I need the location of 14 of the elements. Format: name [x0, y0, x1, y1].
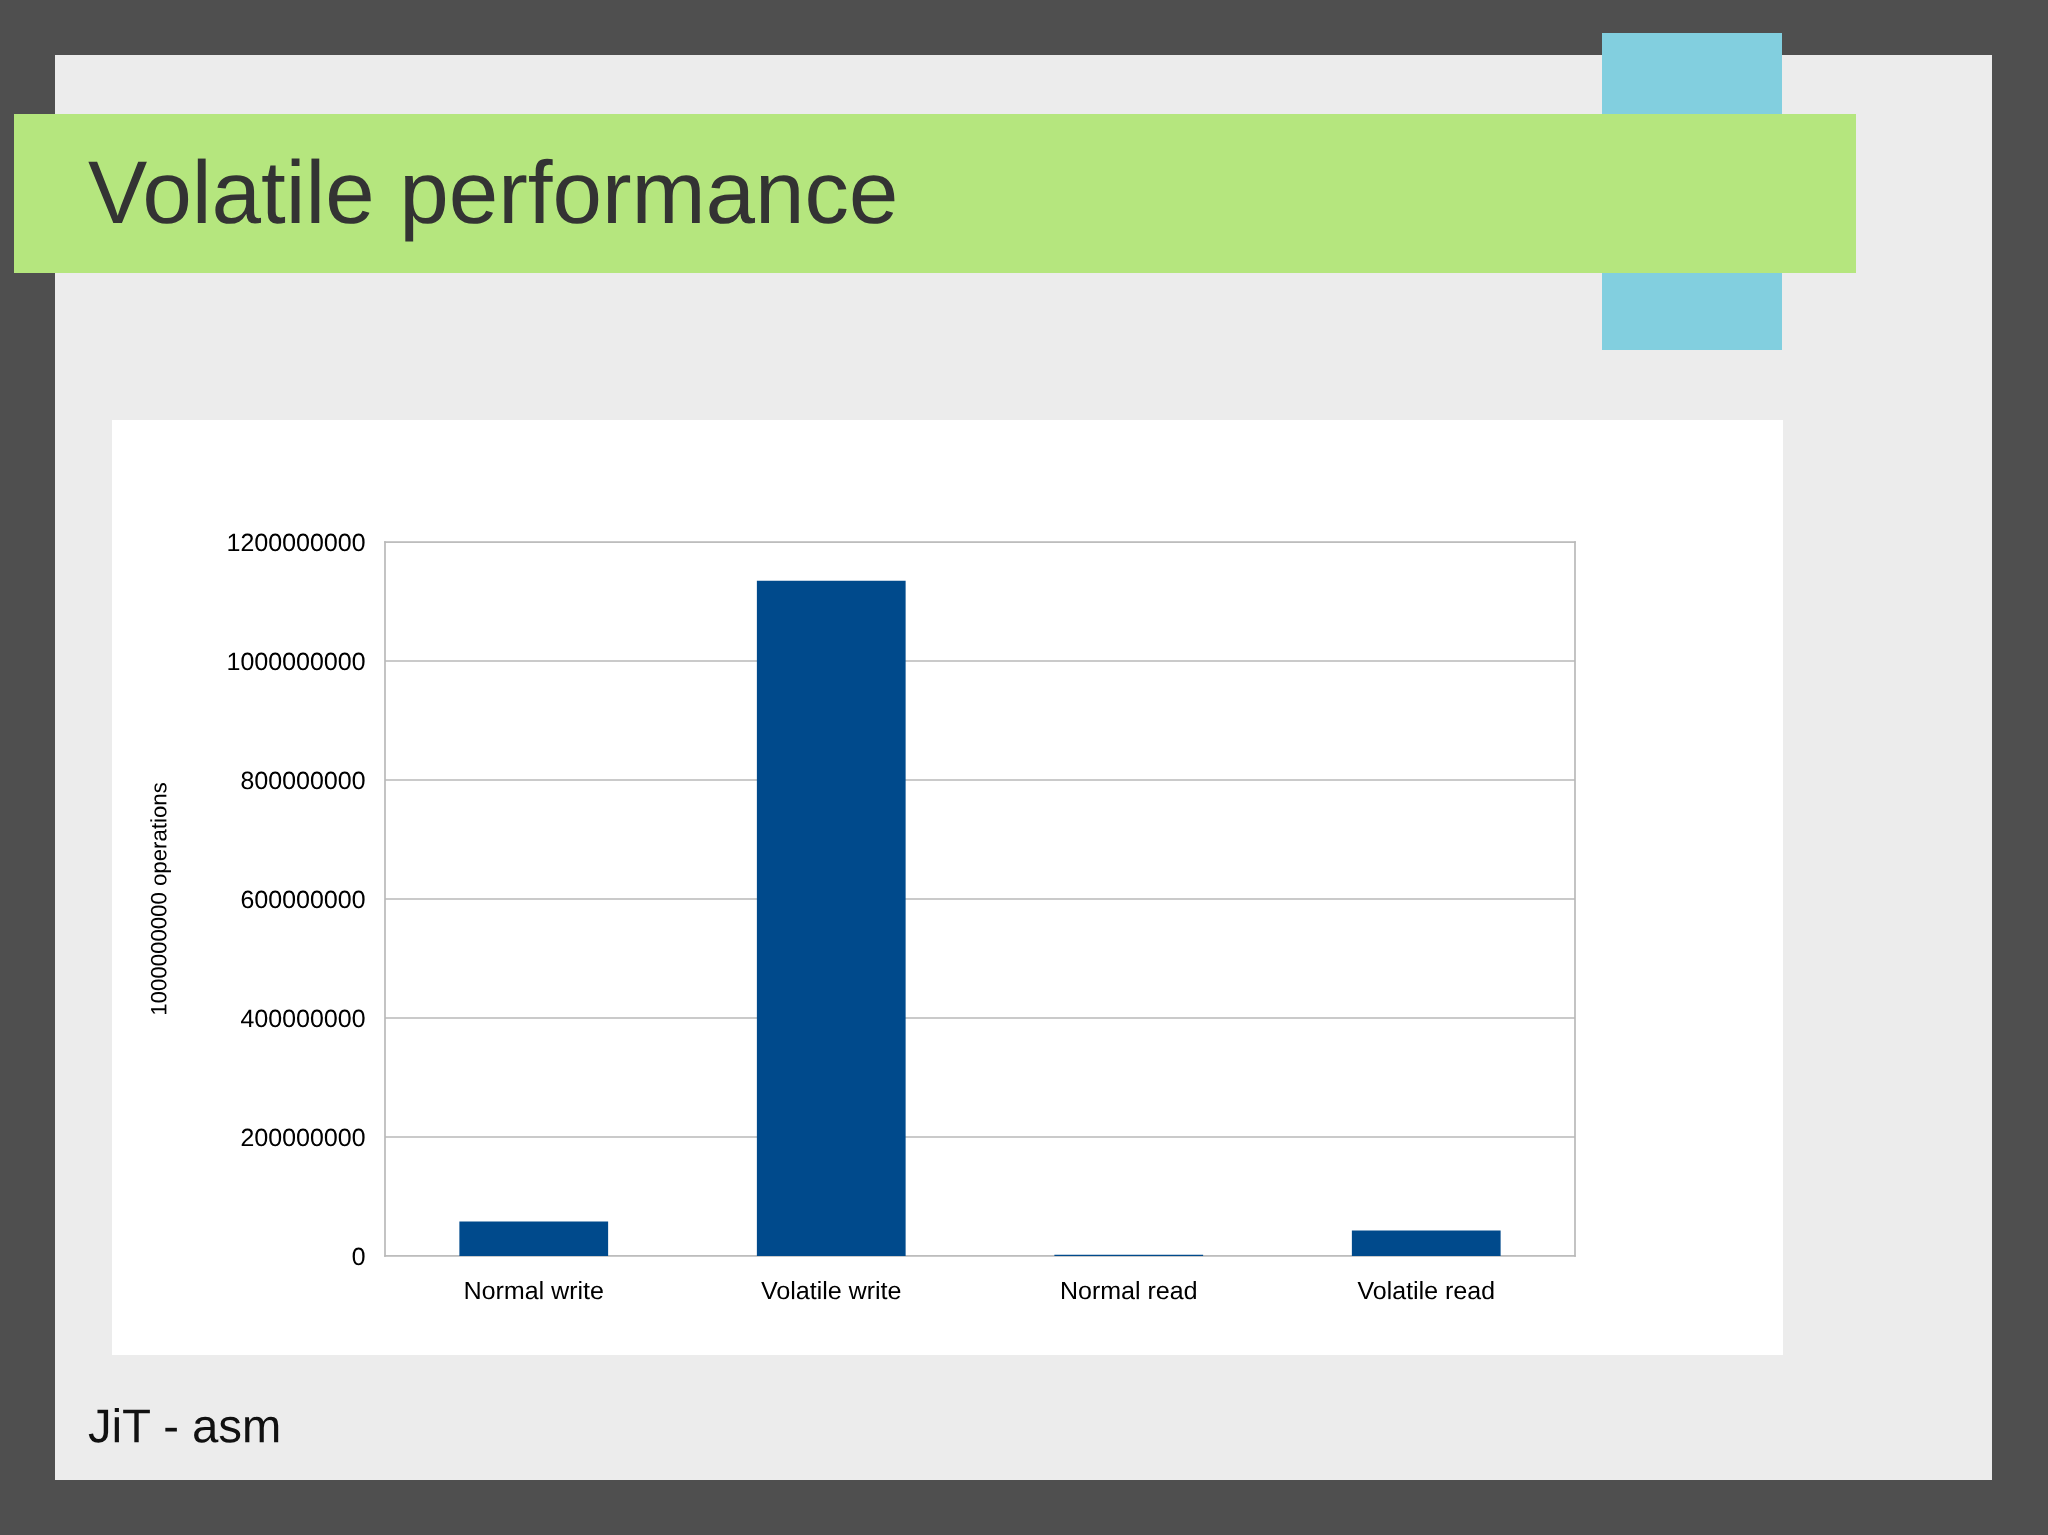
y-tick-label: 800000000 [241, 771, 365, 790]
x-tick-label: Normal read [1062, 1281, 1196, 1300]
x-tick-label: Normal write [465, 1281, 603, 1300]
y-axis-title: 1000000000 operations [150, 783, 171, 1015]
y-tick-label: 1000000000 [228, 652, 365, 671]
y-tick-label: 1200000000 [228, 533, 365, 552]
x-tick-label: Volatile read [1357, 1281, 1494, 1300]
y-tick-label: 200000000 [241, 1128, 365, 1147]
chart-title: Volatile performance [88, 158, 895, 242]
y-tick-label: 400000000 [241, 1009, 365, 1028]
text: JiT - asm [88, 1407, 279, 1443]
y-tick-label: 0 [352, 1247, 365, 1266]
x-tick-label: Volatile write [761, 1281, 901, 1300]
y-tick-label: 600000000 [241, 890, 365, 909]
